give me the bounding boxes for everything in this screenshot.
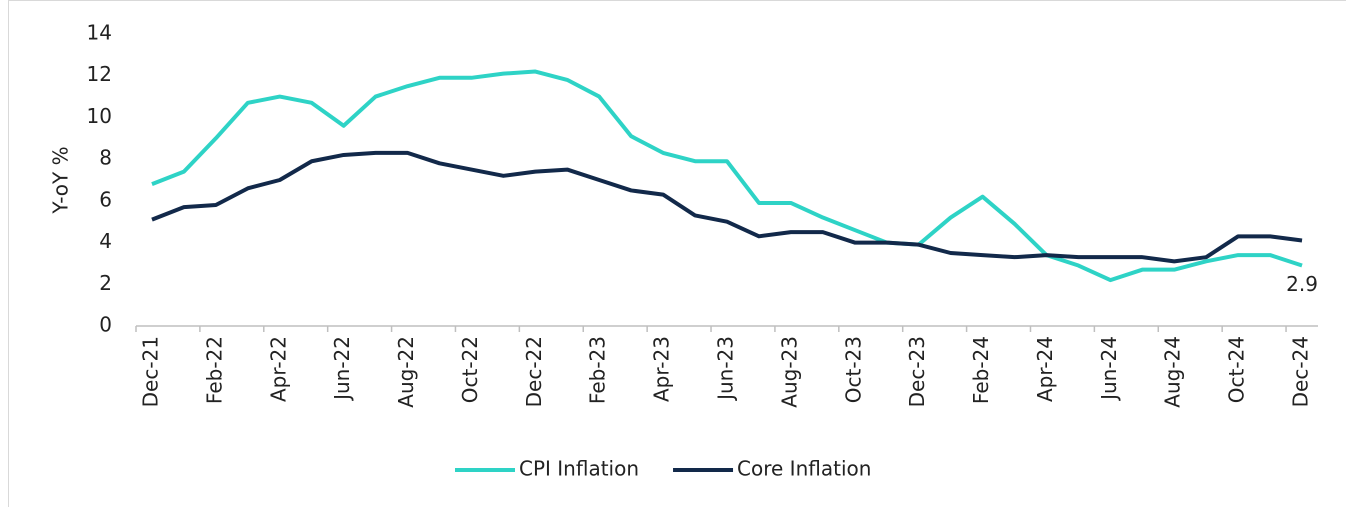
x-tick-label: Oct-23 bbox=[841, 336, 865, 403]
x-tick-label: Oct-24 bbox=[1225, 336, 1249, 403]
y-tick-label: 2 bbox=[99, 271, 112, 295]
y-tick-label: 0 bbox=[99, 313, 112, 337]
x-tick-label: Feb-22 bbox=[202, 336, 226, 404]
x-tick-label: Feb-24 bbox=[969, 336, 993, 404]
x-tick-label: Feb-23 bbox=[586, 336, 610, 404]
line-series bbox=[151, 150, 1303, 264]
x-tick-label: Jun-22 bbox=[330, 336, 354, 402]
y-axis-label: Y-oY % bbox=[49, 146, 73, 214]
x-tick-label: Dec-22 bbox=[522, 336, 546, 407]
x-tick-label: Apr-23 bbox=[650, 336, 674, 402]
y-tick-label: 6 bbox=[99, 187, 112, 211]
x-tick-label: Dec-24 bbox=[1289, 336, 1313, 407]
x-tick-label: Dec-23 bbox=[905, 336, 929, 407]
data-label: 2.9 bbox=[1286, 272, 1318, 296]
line-series bbox=[151, 69, 1303, 283]
x-tick-label: Apr-22 bbox=[266, 336, 290, 402]
x-tick-label: Aug-24 bbox=[1161, 336, 1185, 408]
legend-label: Core Inflation bbox=[737, 457, 871, 481]
legend-label: CPI Inflation bbox=[519, 457, 639, 481]
y-tick-label: 4 bbox=[99, 229, 112, 253]
y-tick-label: 10 bbox=[87, 104, 112, 128]
x-tick-label: Jun-23 bbox=[714, 336, 738, 402]
y-tick-label: 12 bbox=[87, 62, 112, 86]
x-tick-label: Apr-24 bbox=[1033, 336, 1057, 402]
x-tick-label: Oct-22 bbox=[458, 336, 482, 403]
y-tick-label: 8 bbox=[99, 146, 112, 170]
x-tick-label: Jun-24 bbox=[1097, 336, 1121, 402]
x-tick-label: Aug-23 bbox=[777, 336, 801, 408]
x-tick-label: Dec-21 bbox=[138, 336, 162, 407]
y-tick-label: 14 bbox=[87, 21, 112, 45]
x-tick-label: Aug-22 bbox=[394, 336, 418, 408]
